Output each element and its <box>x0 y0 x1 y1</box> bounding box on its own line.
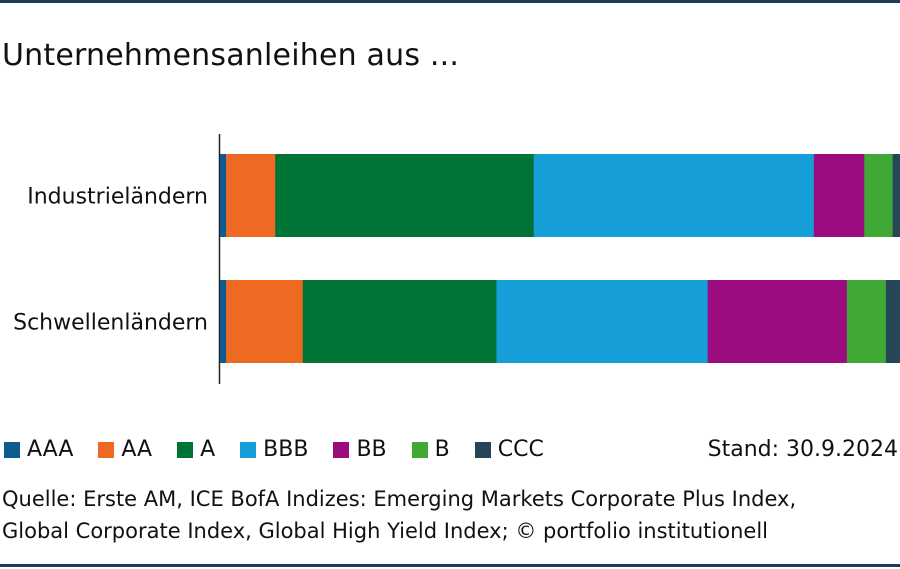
stacked-bar-chart: Industrieländern Schwellenländern <box>13 134 900 384</box>
legend-label: CCC <box>497 437 544 462</box>
bar-segment-bbb <box>533 154 815 237</box>
bar-segment-bb <box>707 280 848 363</box>
legend-swatch <box>240 441 257 458</box>
bar-segment-bb <box>813 154 865 237</box>
bar-segment-aaa <box>220 154 227 237</box>
legend-label: AAA <box>27 437 74 462</box>
legend-item-aa: AA <box>98 437 152 462</box>
legend-swatch <box>411 441 428 458</box>
legend-item-bb: BB <box>333 437 387 462</box>
category-label: Industrieländern <box>27 185 208 210</box>
bar-segment-a <box>302 280 497 363</box>
legend-item-aaa: AAA <box>4 437 73 462</box>
legend-swatch <box>98 441 115 458</box>
bar-segment-aaa <box>220 280 227 363</box>
legend-label: B <box>434 437 450 462</box>
legend-swatch <box>333 441 350 458</box>
legend-item-ccc: CCC <box>474 437 544 462</box>
bar-segment-ccc <box>885 280 900 363</box>
legend-item-bbb: BBB <box>240 437 308 462</box>
bar-segment-aa <box>226 280 304 363</box>
legend-swatch <box>177 441 194 458</box>
top-rule <box>0 0 900 3</box>
date-note: Stand: 30.9.2024 <box>707 437 898 462</box>
bar-segment-b <box>864 154 893 237</box>
legend-label: BB <box>356 437 387 462</box>
legend-item-a: A <box>177 437 215 462</box>
bar-segment-a <box>275 154 535 237</box>
category-label: Schwellenländern <box>13 311 208 336</box>
chart-legend: AAA AA A BBB BB B CCC <box>4 437 569 462</box>
bar-segment-ccc <box>892 154 900 237</box>
chart-title: Unternehmensanleihen aus ... <box>2 38 460 73</box>
legend-label: BBB <box>263 437 309 462</box>
source-note: Quelle: Erste AM, ICE BofA Indizes: Emer… <box>2 483 898 547</box>
legend-swatch <box>4 441 20 458</box>
bottom-rule <box>0 564 900 567</box>
legend-label: AA <box>121 437 153 462</box>
legend-swatch <box>474 441 491 458</box>
legend-label: A <box>200 437 216 462</box>
bar-segment-bbb <box>496 280 709 363</box>
legend-item-b: B <box>411 437 450 462</box>
source-line-1: Quelle: Erste AM, ICE BofA Indizes: Emer… <box>2 487 797 511</box>
bar-segment-aa <box>226 154 276 237</box>
source-line-2: Global Corporate Index, Global High Yiel… <box>2 519 768 543</box>
bar-segment-b <box>846 280 887 363</box>
